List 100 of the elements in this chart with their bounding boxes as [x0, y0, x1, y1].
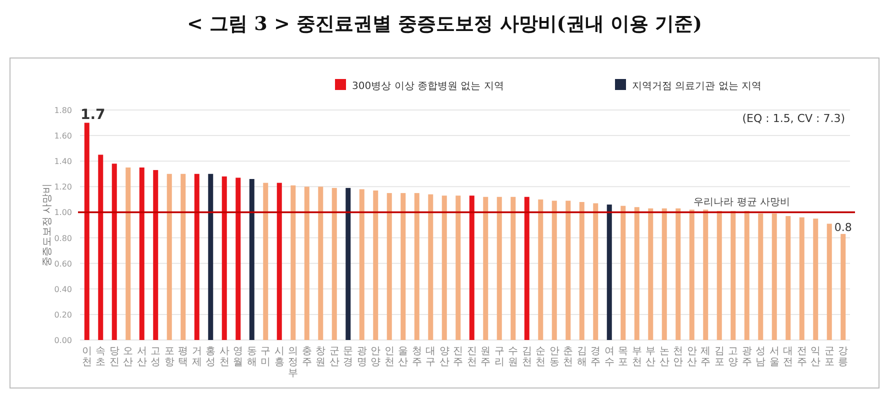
bar: [208, 174, 214, 340]
x-tick-label: 창원: [316, 346, 326, 368]
data-label: 1.7: [80, 106, 106, 123]
bar: [840, 234, 846, 340]
x-tick-label: 시흥: [274, 346, 284, 368]
annotation: (EQ : 1.5, CV : 7.3): [742, 112, 845, 125]
x-tick-label: 고양: [728, 346, 738, 368]
y-axis-title: 중증도보정 사망비: [42, 183, 53, 267]
bar: [276, 182, 282, 340]
y-tick-label: 0.80: [54, 234, 72, 243]
x-tick-label: 원주: [480, 346, 491, 368]
x-tick-label: 진주: [453, 346, 464, 368]
x-tick-label: 동해: [246, 346, 257, 368]
bar: [662, 208, 667, 340]
bar: [579, 202, 584, 340]
bar: [263, 182, 268, 340]
bar: [400, 193, 406, 340]
x-tick-label: 대전: [783, 346, 794, 368]
bar: [620, 206, 626, 340]
x-tick-label: 구미: [260, 346, 271, 368]
x-tick-label: 거제: [192, 346, 202, 368]
x-tick-label: 문경: [343, 346, 354, 368]
y-tick-label: 1.60: [54, 132, 72, 141]
bar: [332, 188, 337, 340]
bar: [139, 168, 144, 340]
bar: [758, 214, 764, 340]
x-tick-label: 목포: [618, 346, 628, 368]
x-tick-label: 사천: [219, 346, 230, 368]
x-tick-label: 충주: [302, 346, 312, 368]
legend-label: 지역거점 의료기관 없는 지역: [632, 81, 762, 92]
bar: [730, 210, 736, 340]
bar: [538, 199, 544, 340]
y-tick-label: 0.40: [54, 284, 72, 294]
bar: [290, 185, 296, 340]
y-tick-label: 0.20: [54, 310, 72, 320]
x-tick-label: 홍성: [206, 346, 216, 368]
x-tick-label: 당진: [109, 346, 120, 368]
x-tick-label: 속초: [96, 346, 106, 368]
x-tick-label: 광명: [356, 346, 367, 368]
x-tick-label: 울산: [398, 346, 408, 368]
data-label: 0.8: [834, 220, 852, 234]
bar: [428, 194, 434, 340]
y-tick-label: 1.20: [54, 182, 72, 192]
x-tick-label: 안양: [370, 346, 381, 368]
x-tick-label: 순천: [536, 346, 546, 368]
x-tick-label: 군산: [329, 346, 340, 368]
bar: [552, 200, 557, 340]
x-tick-label: 경주: [590, 346, 601, 368]
x-tick-label: 천안: [673, 346, 684, 368]
bar: [84, 122, 90, 340]
x-tick-label: 고성: [150, 346, 161, 368]
x-tick-label: 대구: [426, 346, 436, 368]
legend-label: 300병상 이상 종합병원 없는 지역: [352, 81, 504, 92]
bar: [716, 210, 722, 340]
bar: [236, 178, 241, 340]
bar: [744, 210, 750, 340]
x-tick-label: 여수: [604, 346, 614, 368]
x-tick-label: 김천: [522, 346, 532, 368]
x-tick-label: 군포: [824, 346, 834, 368]
bar: [799, 217, 804, 340]
bar: [249, 179, 254, 340]
bar: [112, 164, 117, 340]
x-tick-label: 익산: [810, 346, 821, 368]
ref-line-label: 우리나라 평균 사망비: [694, 197, 790, 208]
bar: [442, 196, 447, 340]
x-tick-label: 서산: [136, 346, 147, 368]
x-tick-label: 부산: [646, 346, 656, 368]
bar: [304, 186, 310, 340]
x-tick-label: 수원: [508, 346, 518, 368]
bar: [703, 210, 708, 340]
bar: [359, 189, 364, 340]
y-tick-label: 1.00: [54, 208, 72, 218]
x-tick-label: 논산: [659, 346, 670, 368]
bar: [689, 210, 694, 340]
bar: [414, 193, 420, 340]
bar: [648, 208, 654, 340]
bar: [786, 216, 791, 340]
bar: [222, 176, 227, 340]
bar: [386, 193, 392, 340]
x-tick-label: 광주: [742, 346, 752, 368]
x-tick-label: 안동: [549, 346, 560, 368]
bar: [826, 224, 832, 340]
bar: [153, 170, 158, 340]
y-tick-label: 0.60: [54, 259, 72, 268]
x-tick-label: 구리: [494, 346, 504, 368]
bar: [194, 174, 200, 340]
bar: [126, 168, 131, 340]
x-tick-label: 서울: [769, 346, 780, 368]
x-tick-label: 전주: [796, 346, 807, 368]
bar: [593, 203, 598, 340]
x-tick-label: 성남: [756, 346, 766, 368]
bar: [566, 200, 571, 340]
chart-title: < 그림 3 > 중진료권별 중증도보정 사망비(권내 이용 기준): [187, 13, 702, 35]
x-tick-label: 부천: [632, 346, 642, 368]
x-tick-label: 제주: [700, 346, 711, 368]
bar: [318, 186, 324, 340]
x-tick-label: 춘천: [563, 346, 574, 368]
bar: [469, 196, 474, 340]
x-tick-label: 양산: [439, 346, 450, 368]
y-tick-label: 0.00: [54, 336, 72, 345]
